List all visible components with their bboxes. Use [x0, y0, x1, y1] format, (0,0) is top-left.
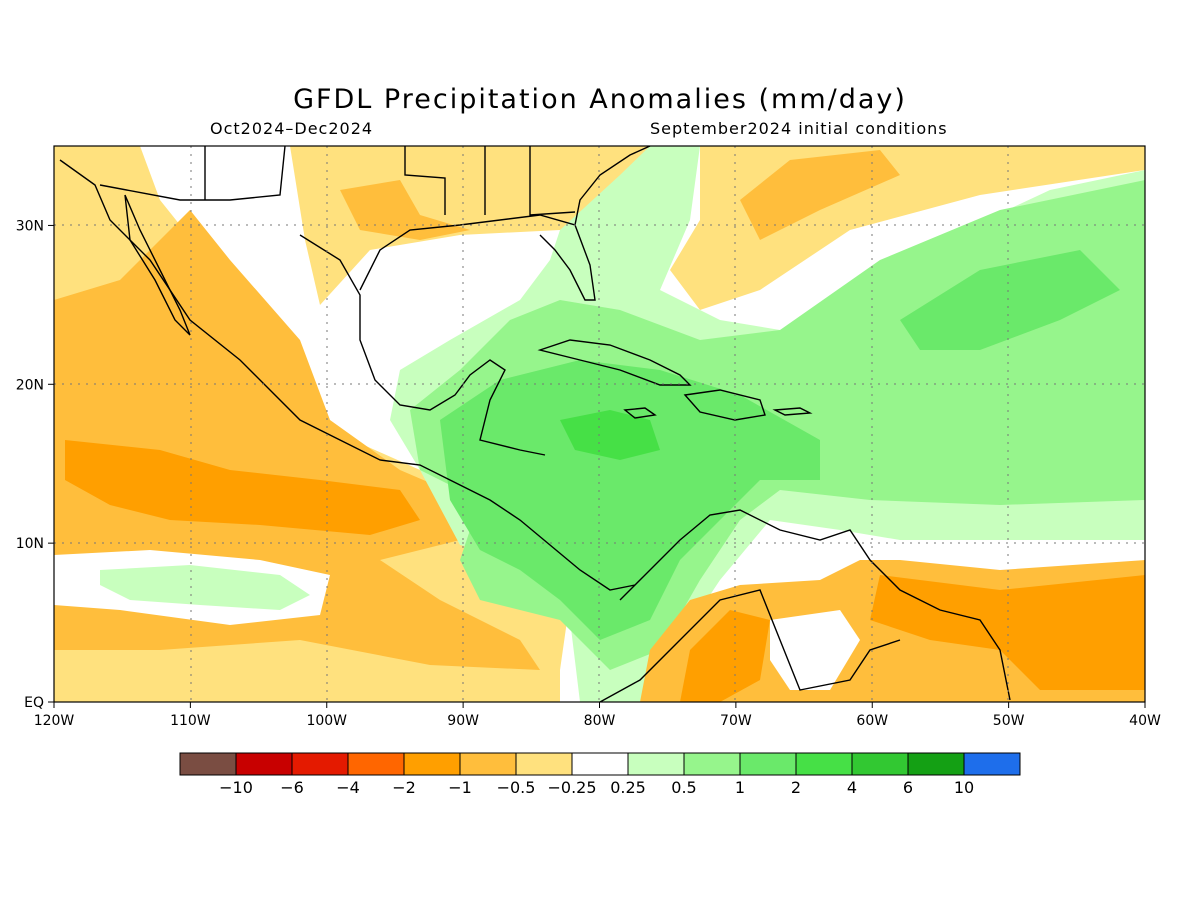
colorbar-label: 0.25: [610, 778, 646, 797]
colorbar-label: −1: [448, 778, 472, 797]
coastlines: [59, 146, 1011, 702]
colorbar-label: −2: [392, 778, 416, 797]
colorbar-swatch: [739, 752, 797, 776]
lon-tick-label: 120W: [34, 713, 75, 729]
lon-tick-label: 40W: [1129, 713, 1161, 729]
colombia-dry-core: [680, 610, 770, 702]
atlantic-wet-strong: [440, 360, 820, 640]
lon-tick-label: 90W: [447, 713, 479, 729]
colorbar-swatch: [291, 752, 349, 776]
lon-tick-label: 60W: [856, 713, 888, 729]
jamaica: [623, 407, 657, 419]
north-america-pacific-coast: [59, 159, 636, 591]
lon-tick-label: 70W: [720, 713, 752, 729]
us-dry-core: [340, 180, 470, 240]
colorbar-swatch: [459, 752, 517, 776]
lon-tick-label: 100W: [306, 713, 347, 729]
colorbar-swatch: [235, 752, 293, 776]
colorbar-swatch: [515, 752, 573, 776]
lat-tick-label: 10N: [16, 536, 44, 552]
axis-ticks: EQ 10N 20N 30N 120W 110W 100W 90W 80W 70W 60W 50W 40…: [16, 218, 1161, 729]
south-america-interior-border: [599, 589, 901, 702]
forecast-period: Oct2024–Dec2024: [210, 119, 374, 138]
central-atlantic-wet: [900, 250, 1120, 350]
caribbean-wet-core: [560, 410, 660, 460]
colorbar-label: −6: [280, 778, 304, 797]
colorbar: −10 −6 −4 −2 −1 −0.5 −0.25 0.25 0.5 1 2 4 6 10: [179, 752, 1021, 797]
puerto-rico: [772, 407, 813, 416]
lat-tick-label: 20N: [16, 377, 44, 393]
colorbar-swatch: [347, 752, 405, 776]
cuba: [537, 339, 692, 386]
pacific-dry-strong: [65, 440, 420, 535]
us-state-lines: [204, 146, 576, 216]
atlantic-dry-core: [740, 150, 900, 240]
colorbar-label: 1: [735, 778, 745, 797]
lon-tick-label: 80W: [584, 713, 616, 729]
anomaly-field: [54, 146, 1145, 702]
colorbar-label: 2: [791, 778, 801, 797]
colorbar-swatch: [851, 752, 909, 776]
colorbar-label: −4: [336, 778, 360, 797]
initial-conditions: September2024 initial conditions: [650, 119, 948, 138]
colorbar-swatch: [571, 752, 629, 776]
lat-tick-label: 30N: [16, 218, 44, 234]
south-america-dry-core: [870, 575, 1145, 690]
hispaniola: [683, 389, 766, 421]
colorbar-label: −0.5: [497, 778, 536, 797]
mexico-us-border: [99, 146, 286, 201]
colorbar-swatch: [403, 752, 461, 776]
gulf-coast: [299, 234, 546, 456]
colorbar-swatch: [963, 752, 1021, 776]
colorbar-label: 10: [954, 778, 974, 797]
colorbar-swatch: [683, 752, 741, 776]
colorbar-label: −0.25: [547, 778, 596, 797]
baja-california: [124, 194, 191, 336]
pacific-wet-strip-green: [100, 565, 310, 610]
map-title: GFDL Precipitation Anomalies (mm/day): [293, 84, 907, 115]
colorbar-swatch: [795, 752, 853, 776]
colorbar-swatch: [627, 752, 685, 776]
south-america-north-coast: [619, 509, 1011, 701]
colorbar-swatch: [179, 752, 237, 776]
us-atlantic-coast: [574, 146, 651, 226]
colorbar-swatch: [907, 752, 965, 776]
lon-tick-label: 110W: [170, 713, 211, 729]
lon-tick-label: 50W: [993, 713, 1025, 729]
lat-tick-label: EQ: [24, 695, 44, 711]
colorbar-label: −10: [219, 778, 253, 797]
colorbar-label: 6: [903, 778, 913, 797]
gridlines: [54, 146, 1145, 702]
colorbar-label: 4: [847, 778, 857, 797]
colorbar-label: 0.5: [671, 778, 696, 797]
